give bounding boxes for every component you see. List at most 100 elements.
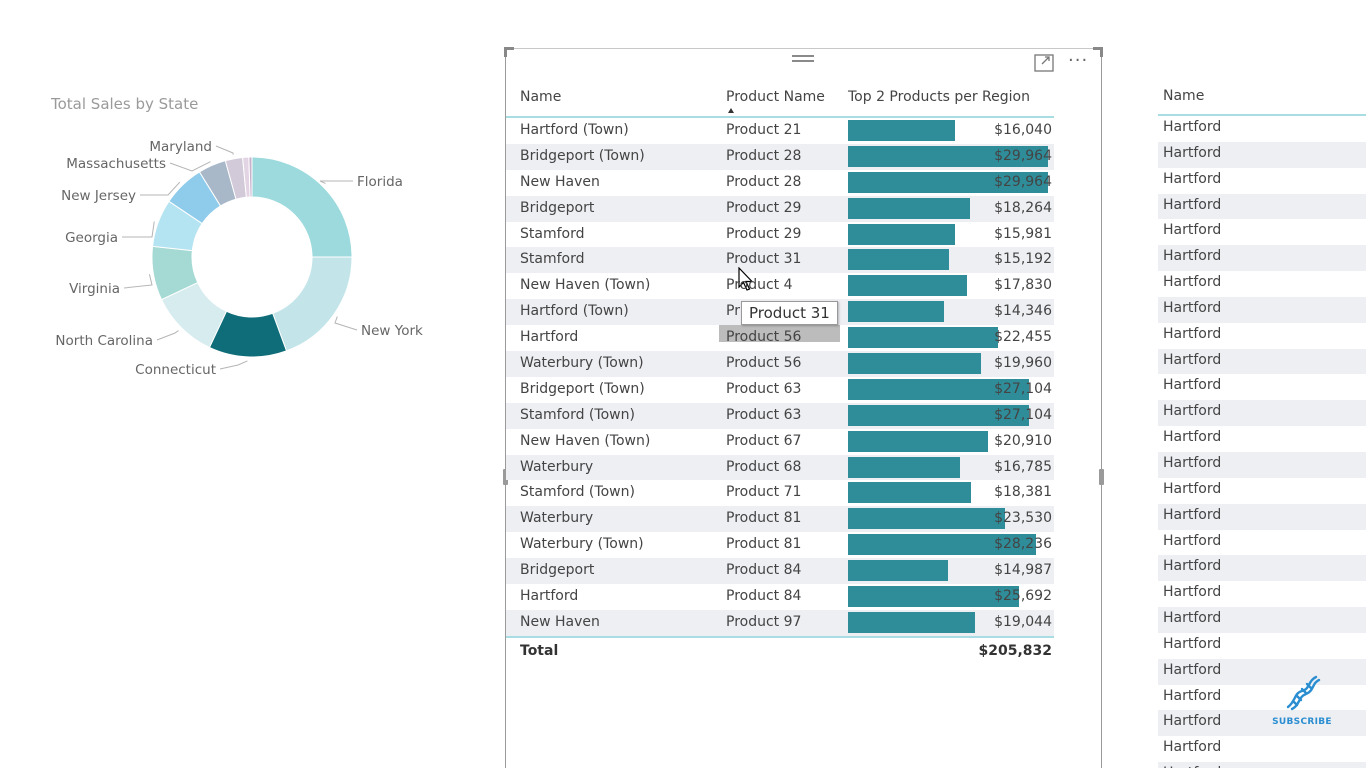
cell-product-name[interactable]: Pr (726, 303, 740, 320)
cell-product-name[interactable]: Product 56 (726, 329, 802, 346)
column-header-name[interactable]: Name (1163, 88, 1205, 104)
cell-value[interactable]: $15,192 (994, 251, 1052, 268)
cell-name[interactable]: New Haven (520, 173, 600, 190)
table-row[interactable]: Bridgeport (Town) Product 28 $29,964 (506, 143, 1054, 170)
cell-value[interactable]: $18,264 (994, 199, 1052, 216)
cell-name[interactable]: Hartford (1163, 610, 1222, 627)
cell-product-name[interactable]: Product 28 (726, 173, 802, 190)
cell-name[interactable]: Hartford (1163, 403, 1222, 420)
list-item[interactable]: Hartford (1158, 762, 1366, 768)
table-row[interactable]: New Haven Product 28 $29,964 (506, 170, 1054, 196)
cell-value[interactable]: $28,236 (994, 536, 1052, 553)
cell-product-name[interactable]: Product 81 (726, 510, 802, 527)
table-row[interactable]: New Haven (Town) Product 67 $20,910 (506, 429, 1054, 455)
list-item[interactable]: Hartford (1158, 658, 1366, 685)
list-item[interactable]: Hartford (1158, 168, 1366, 194)
cell-name[interactable]: Hartford (Town) (520, 303, 629, 320)
cell-value[interactable]: $23,530 (994, 510, 1052, 527)
resize-handle-right[interactable] (1099, 469, 1104, 485)
list-item[interactable]: Hartford (1158, 530, 1366, 556)
cell-product-name[interactable]: Product 81 (726, 536, 802, 553)
resize-corner-top-left[interactable] (504, 47, 514, 57)
donut-chart[interactable]: Florida New York Connecticut North Carolina… (0, 80, 470, 400)
cell-value[interactable]: $16,040 (994, 122, 1052, 138)
cell-product-name[interactable]: Product 28 (726, 147, 802, 164)
cell-name[interactable]: Hartford (1163, 144, 1222, 161)
list-item[interactable]: Hartford (1158, 374, 1366, 400)
more-options-icon[interactable]: ··· (1068, 50, 1089, 71)
cell-name[interactable]: Hartford (1163, 661, 1222, 678)
cell-name[interactable]: Hartford (1163, 429, 1222, 446)
table-row[interactable]: Bridgeport (Town) Product 63 $27,104 (506, 377, 1054, 403)
list-item[interactable]: Hartford (1158, 685, 1366, 711)
list-item[interactable]: Hartford (1158, 633, 1366, 659)
cell-value[interactable]: $18,381 (994, 484, 1052, 501)
cell-name[interactable]: Waterbury (Town) (520, 355, 644, 372)
cell-product-name[interactable]: Product 84 (726, 562, 802, 579)
list-item[interactable]: Hartford (1158, 607, 1366, 633)
cell-name[interactable]: New Haven (Town) (520, 277, 651, 294)
cell-name[interactable]: Hartford (Town) (520, 122, 629, 138)
cell-value[interactable]: $27,104 (994, 406, 1052, 423)
cell-value[interactable]: $15,981 (994, 225, 1052, 242)
donut-slice[interactable] (272, 256, 353, 352)
cell-product-name[interactable]: Product 56 (726, 355, 802, 372)
table-row[interactable]: Hartford Product 56 $22,455 (506, 325, 1054, 351)
list-item[interactable]: Hartford (1158, 296, 1366, 323)
cell-name[interactable]: Hartford (1163, 765, 1221, 768)
cell-name[interactable]: Stamford (520, 225, 585, 242)
cell-value[interactable]: $29,964 (994, 173, 1052, 190)
list-item[interactable]: Hartford (1158, 736, 1366, 762)
list-item[interactable]: Hartford (1158, 503, 1366, 530)
table-row[interactable]: New Haven Product 97 $19,044 (506, 609, 1054, 636)
table-row[interactable]: New Haven (Town) Product 4 $17,830 (506, 273, 1054, 299)
cell-name[interactable]: Hartford (520, 329, 579, 346)
cell-value[interactable]: $25,692 (994, 588, 1052, 605)
column-header-name[interactable]: Name (520, 89, 562, 105)
cell-product-name[interactable]: Product 21 (726, 122, 802, 138)
cell-name[interactable]: Stamford (Town) (520, 484, 635, 501)
cell-value[interactable]: $19,960 (994, 355, 1052, 372)
resize-handle-left[interactable] (503, 469, 508, 485)
cell-product-name[interactable]: Product 97 (726, 613, 802, 630)
list-item[interactable]: Hartford (1158, 400, 1366, 427)
cell-name[interactable]: Bridgeport (Town) (520, 380, 645, 397)
cell-name[interactable]: Hartford (1163, 325, 1222, 342)
cell-name[interactable]: Bridgeport (Town) (520, 147, 645, 164)
table-row[interactable]: Waterbury (Town) Product 56 $19,960 (506, 351, 1054, 377)
cell-product-name[interactable]: Product 67 (726, 432, 802, 449)
cell-product-name[interactable]: Product 31 (726, 251, 802, 268)
donut-chart-card[interactable]: Total Sales by State Florida New York Conn… (0, 80, 470, 400)
table-row[interactable]: Bridgeport Product 84 $14,987 (506, 558, 1054, 585)
resize-corner-top-right[interactable] (1093, 47, 1103, 57)
list-item[interactable]: Hartford (1158, 219, 1366, 245)
list-item[interactable]: Hartford (1158, 710, 1366, 737)
cell-name[interactable]: Bridgeport (520, 562, 595, 579)
cell-value[interactable]: $27,104 (994, 380, 1052, 397)
cell-name[interactable]: Hartford (1163, 248, 1222, 265)
cell-name[interactable]: Hartford (1163, 480, 1222, 497)
table-row[interactable]: Bridgeport Product 29 $18,264 (506, 195, 1054, 222)
cell-product-name[interactable]: Product 68 (726, 458, 802, 475)
cell-name[interactable]: Waterbury (520, 510, 594, 527)
cell-name[interactable]: Hartford (1163, 196, 1222, 213)
cell-name[interactable]: Hartford (1163, 584, 1222, 601)
cell-value[interactable]: $19,044 (994, 613, 1052, 630)
list-item[interactable]: Hartford (1158, 141, 1366, 168)
table-row[interactable]: Stamford (Town) Product 71 $18,381 (506, 480, 1054, 506)
table-visual[interactable]: ··· Name Product Name Top 2 Products per… (503, 47, 1104, 768)
list-item[interactable]: Hartford (1158, 451, 1366, 478)
table-row[interactable]: Stamford Product 31 $15,192 (506, 247, 1054, 274)
cell-value[interactable]: $16,785 (994, 458, 1052, 475)
cell-name[interactable]: Hartford (1163, 713, 1222, 730)
cell-name[interactable]: Hartford (1163, 687, 1222, 704)
cell-name[interactable]: Hartford (520, 588, 579, 605)
drag-handle-icon[interactable] (792, 55, 814, 67)
table-row[interactable]: Waterbury Product 81 $23,530 (506, 506, 1054, 533)
cell-name[interactable]: Bridgeport (520, 199, 595, 216)
cell-value[interactable]: $29,964 (994, 147, 1052, 164)
cell-value[interactable]: $20,910 (994, 432, 1052, 449)
table-row[interactable]: Waterbury (Town) Product 81 $28,236 (506, 532, 1054, 558)
donut-slice[interactable] (248, 156, 253, 198)
cell-name[interactable]: Hartford (1163, 635, 1222, 652)
